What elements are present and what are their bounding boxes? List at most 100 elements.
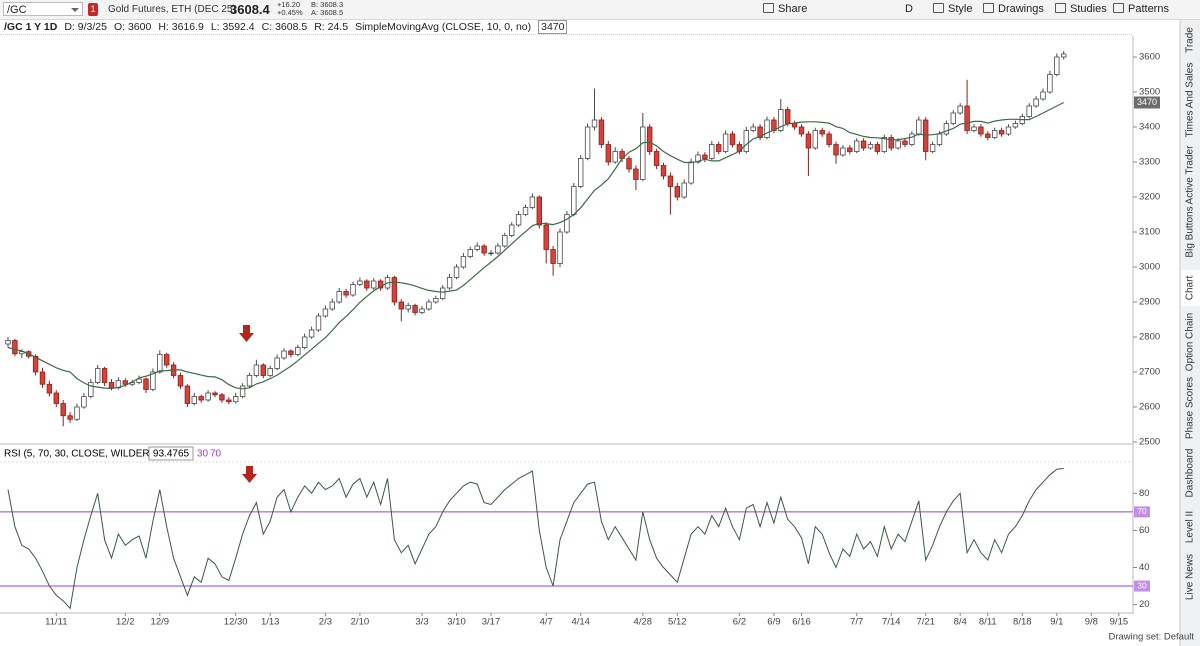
x-tick-label: 11/11 — [45, 617, 67, 628]
candle-body — [53, 392, 59, 404]
rsi-overbought-label: 70 — [210, 449, 222, 460]
y-tick-label: 3200 — [1139, 192, 1160, 203]
study-name: SimpleMovingAvg (CLOSE, 10, 0, no) — [355, 21, 532, 33]
net-change: +16.20 — [277, 0, 301, 9]
overbought-badge: 70 — [1137, 506, 1147, 516]
candle-body — [315, 315, 322, 331]
side-tab[interactable]: Trade — [1185, 27, 1196, 53]
candle-body — [232, 396, 239, 403]
y-tick-label: 3600 — [1139, 52, 1160, 63]
candle-body — [826, 133, 832, 145]
y-tick-label: 3400 — [1139, 122, 1160, 133]
sma-line — [7, 101, 1064, 390]
candle-body — [860, 140, 867, 149]
toolbar-button[interactable]: Style — [933, 3, 972, 15]
candle-body — [308, 329, 315, 338]
candle-body — [226, 399, 232, 403]
candle-body — [481, 245, 487, 254]
candle-body — [757, 126, 763, 138]
candle-body — [81, 396, 87, 408]
candle-body — [591, 119, 598, 128]
rsi-line — [7, 467, 1064, 610]
info-field: H: 3616.9 — [158, 21, 204, 33]
candle-body — [550, 249, 556, 264]
candle-body — [791, 123, 798, 128]
toolbar-button[interactable]: D — [905, 3, 913, 15]
candle-body — [301, 336, 308, 348]
candle-body — [460, 256, 467, 268]
side-tab[interactable]: Big Buttons — [1185, 206, 1196, 257]
candle-body — [640, 126, 646, 180]
oversold-badge-box — [1134, 580, 1150, 592]
candle-body — [936, 133, 943, 145]
candle-body — [902, 140, 908, 145]
pct-change: +0.45% — [277, 8, 303, 17]
overbought-badge-box — [1134, 506, 1150, 518]
side-tab[interactable]: Phase Scores — [1185, 377, 1196, 439]
candle-body — [453, 266, 460, 278]
x-tick-label: 1/13 — [261, 617, 280, 628]
side-tab[interactable]: Live News — [1185, 554, 1196, 600]
symbol-input[interactable]: /GC — [3, 2, 83, 16]
candle-body — [867, 144, 874, 149]
candle-body — [667, 175, 674, 187]
toolbar-button[interactable]: Patterns — [1113, 3, 1169, 15]
side-tab[interactable]: Option Chain — [1185, 313, 1196, 371]
toolbar-button[interactable]: Drawings — [983, 3, 1044, 15]
candle-body — [674, 186, 680, 198]
candle-body — [729, 133, 736, 145]
candle-body — [433, 298, 439, 303]
toolbar: /GC 1 Gold Futures, ETH (DEC 25) 3608.4 … — [0, 0, 1200, 20]
candle-body — [150, 371, 156, 390]
y-tick-label: 2500 — [1139, 437, 1160, 448]
candle-body — [157, 354, 163, 373]
side-tab[interactable]: Chart — [1185, 276, 1196, 301]
info-field: R: 24.5 — [314, 21, 349, 33]
candle-body — [101, 368, 108, 383]
footer: Drawing set: Default — [1108, 632, 1194, 643]
candle-body — [136, 378, 142, 383]
toolbar-button[interactable]: Share — [763, 3, 807, 15]
candle-body — [647, 126, 653, 152]
candle-body — [322, 308, 329, 317]
side-tab[interactable]: Level II — [1185, 511, 1196, 543]
y-tick-label: 2600 — [1139, 402, 1160, 413]
chart-title: /GC 1 Y 1D — [4, 21, 58, 33]
rsi-value: 93.4765 — [153, 449, 190, 460]
candle-body — [798, 126, 805, 135]
alert-badge[interactable]: 1 — [88, 3, 98, 16]
x-tick-label: 12/9 — [151, 617, 170, 628]
candle-body — [122, 380, 128, 385]
candle-body — [19, 351, 25, 355]
candle-body — [895, 140, 901, 149]
candle-body — [191, 396, 197, 404]
candle-body — [998, 130, 1005, 135]
candle-body — [446, 277, 453, 289]
side-tab[interactable]: Dashboard — [1185, 449, 1196, 498]
candle-body — [950, 112, 956, 124]
y-tick-label: 80 — [1139, 488, 1150, 499]
candle-body — [412, 305, 418, 313]
toolbar-button[interactable]: Studies — [1055, 3, 1107, 15]
x-tick-label: 3/17 — [482, 617, 501, 628]
candle-body — [881, 137, 887, 152]
candle-body — [246, 375, 253, 387]
candle-body — [5, 340, 11, 345]
candle-body — [502, 235, 508, 247]
x-tick-label: 9/15 — [1110, 617, 1129, 628]
x-tick-label: 7/21 — [916, 617, 935, 628]
candle-body — [750, 126, 756, 131]
side-tab[interactable]: Times And Sales — [1185, 63, 1196, 138]
candle-body — [764, 119, 770, 138]
y-tick-label: 2900 — [1139, 297, 1160, 308]
x-tick-label: 4/28 — [634, 617, 653, 628]
candle-body — [957, 105, 963, 114]
candle-body — [681, 182, 687, 198]
candle-body — [743, 130, 749, 152]
side-tab[interactable]: Active Trader — [1185, 145, 1196, 205]
candle-body — [522, 207, 529, 215]
candle-body — [557, 231, 563, 264]
candle-body — [916, 119, 922, 135]
candle-body — [95, 368, 101, 383]
candle-body — [239, 385, 246, 397]
